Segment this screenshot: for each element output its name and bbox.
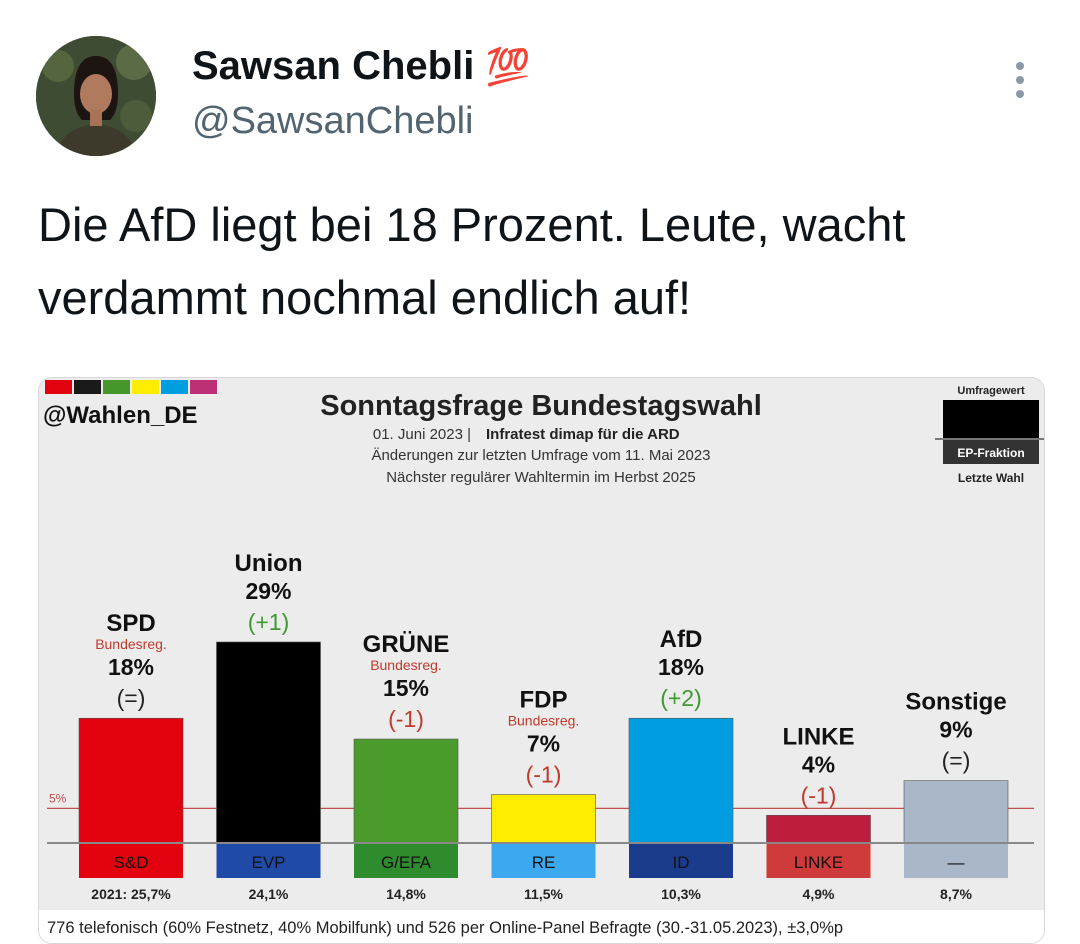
source-tag: @Wahlen_DE (43, 402, 198, 429)
last-election-label: 10,3% (661, 886, 701, 902)
hundred-points-emoji-icon: 💯 (485, 46, 531, 87)
logo-square (161, 380, 188, 394)
person-photo-icon (36, 36, 156, 156)
legend-top-label: Umfragewert (957, 385, 1025, 397)
government-note: Bundesreg. (508, 712, 580, 728)
party-name-label: Union (235, 550, 303, 577)
value-label: 9% (939, 717, 972, 743)
last-election-label: 24,1% (249, 886, 289, 902)
last-election-label: 14,8% (386, 886, 426, 902)
logo-square (190, 380, 217, 394)
last-election-label: 4,9% (803, 886, 835, 902)
bar-linke (766, 814, 871, 844)
value-label: 18% (108, 654, 154, 680)
change-label: (=) (117, 685, 146, 711)
threshold-label: 5% (49, 791, 67, 805)
ep-group-label: EVP (251, 853, 285, 872)
chart-footer: 776 telefonisch (60% Festnetz, 40% Mobil… (47, 919, 843, 937)
legend-baseline (935, 438, 1044, 440)
ep-group-label: ID (673, 853, 690, 872)
legend-bar-swatch (943, 400, 1039, 438)
legend-ep-swatch (943, 440, 1039, 464)
logo-square (103, 380, 130, 394)
ep-group-box (491, 844, 596, 878)
ep-group-box (904, 844, 1008, 878)
party-name-label: LINKE (783, 723, 855, 750)
ep-group-box (629, 844, 733, 878)
ep-group-label: G/EFA (381, 853, 432, 872)
change-label: (=) (942, 748, 971, 774)
ep-group-box (79, 844, 183, 878)
bar-fdp (491, 794, 596, 844)
bar-grüne (353, 738, 459, 844)
logo-color-strip (45, 380, 217, 394)
party-name-label: AfD (660, 626, 703, 653)
ep-group-label: RE (532, 853, 556, 872)
logo-square (45, 380, 72, 394)
change-label: (-1) (801, 782, 837, 808)
author-name[interactable]: Sawsan Chebli 💯 (192, 44, 530, 89)
footer-band (39, 910, 1044, 943)
more-options-button[interactable] (1004, 62, 1036, 108)
party-name-label: FDP (520, 686, 568, 713)
legend-bottom-label: Letzte Wahl (958, 471, 1024, 485)
government-note: Bundesreg. (370, 657, 442, 673)
value-label: 4% (802, 751, 835, 777)
value-label: 18% (658, 654, 704, 680)
author-handle[interactable]: @SawsanChebli (192, 100, 474, 142)
subtitle-change: Änderungen zur letzten Umfrage vom 11. M… (371, 447, 710, 464)
change-label: (-1) (526, 761, 562, 787)
bar-spd (78, 717, 184, 844)
tweet-media-image[interactable]: @Wahlen_DE Sonntagsfrage Bundestagswahl … (38, 377, 1045, 944)
party-name-label: Sonstige (905, 689, 1006, 716)
ep-group-box (354, 844, 458, 878)
logo-square (132, 380, 159, 394)
last-election-label: 2021: 25,7% (91, 886, 171, 902)
bar-union (216, 641, 321, 844)
value-label: 7% (527, 730, 560, 756)
change-label: (-1) (388, 706, 424, 732)
poll-chart: @Wahlen_DE Sonntagsfrage Bundestagswahl … (39, 378, 1044, 943)
bar-sonstige (903, 780, 1009, 844)
author-avatar[interactable] (36, 36, 156, 156)
ep-group-label: — (948, 853, 965, 872)
last-election-label: 8,7% (940, 886, 972, 902)
change-label: (+1) (248, 609, 290, 635)
ep-group-label: S&D (114, 853, 149, 872)
ep-group-box (216, 844, 321, 878)
government-note: Bundesreg. (95, 636, 167, 652)
legend-mid-label: EP-Fraktion (957, 446, 1024, 460)
value-label: 29% (245, 578, 291, 604)
change-label: (+2) (660, 685, 702, 711)
subtitle-institute: Infratest dimap für die ARD (486, 426, 680, 443)
ep-group-label: LINKE (794, 853, 843, 872)
tweet-text: Die AfD liegt bei 18 Prozent. Leute, wac… (38, 198, 906, 324)
bar-afd (628, 717, 734, 844)
ep-group-box (766, 844, 871, 878)
value-label: 15% (383, 675, 429, 701)
party-name-label: SPD (106, 610, 155, 637)
logo-square (74, 380, 101, 394)
chart-title: Sonntagsfrage Bundestagswahl (320, 390, 762, 422)
last-election-label: 11,5% (524, 886, 563, 902)
more-vertical-icon-dot (1016, 76, 1024, 84)
party-name-label: GRÜNE (363, 631, 450, 658)
subtitle-next: Nächster regulärer Wahltermin im Herbst … (386, 469, 696, 486)
subtitle-date: 01. Juni 2023 | (373, 426, 471, 443)
author-name-text: Sawsan Chebli (192, 44, 475, 88)
more-vertical-icon-dot (1016, 90, 1024, 98)
more-vertical-icon (1016, 62, 1024, 70)
